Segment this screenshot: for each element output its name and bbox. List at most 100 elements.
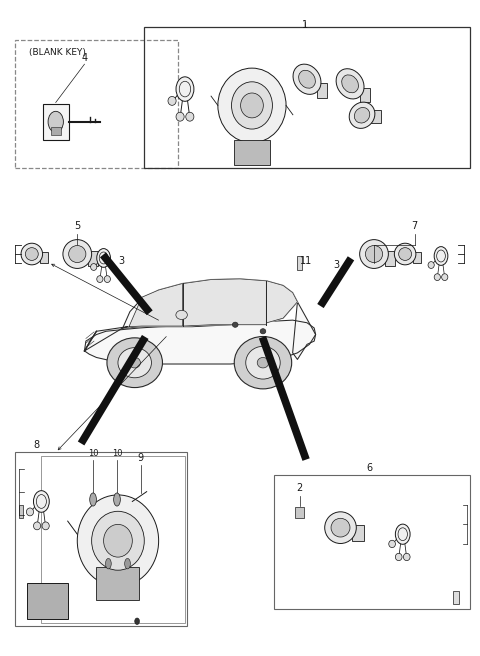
Bar xyxy=(298,256,302,270)
Bar xyxy=(453,591,459,604)
Ellipse shape xyxy=(434,247,448,266)
Text: 9: 9 xyxy=(138,453,144,463)
Ellipse shape xyxy=(299,70,315,88)
Ellipse shape xyxy=(135,618,140,625)
Ellipse shape xyxy=(403,553,410,561)
Bar xyxy=(384,251,395,266)
Bar xyxy=(317,83,327,98)
Ellipse shape xyxy=(231,82,273,129)
Ellipse shape xyxy=(92,511,144,570)
Bar xyxy=(413,252,421,263)
Ellipse shape xyxy=(25,248,38,260)
Bar xyxy=(19,504,23,518)
Ellipse shape xyxy=(26,508,34,516)
Bar xyxy=(295,507,304,518)
Ellipse shape xyxy=(342,75,359,92)
Ellipse shape xyxy=(48,112,63,133)
Polygon shape xyxy=(293,302,316,359)
Ellipse shape xyxy=(395,243,416,265)
Ellipse shape xyxy=(399,248,411,260)
Ellipse shape xyxy=(354,108,370,123)
Ellipse shape xyxy=(260,329,266,334)
Bar xyxy=(372,110,381,123)
Text: 8: 8 xyxy=(34,440,40,450)
Text: 10: 10 xyxy=(88,449,98,458)
Bar xyxy=(274,476,470,609)
Ellipse shape xyxy=(240,93,264,118)
Polygon shape xyxy=(123,279,298,328)
Ellipse shape xyxy=(365,245,383,262)
Ellipse shape xyxy=(176,310,187,319)
Ellipse shape xyxy=(232,322,238,327)
Ellipse shape xyxy=(360,239,388,268)
Polygon shape xyxy=(129,283,182,327)
Bar xyxy=(51,127,60,135)
Ellipse shape xyxy=(396,553,402,561)
Bar xyxy=(360,88,370,102)
Text: 4: 4 xyxy=(82,53,87,63)
Ellipse shape xyxy=(434,274,441,281)
Bar xyxy=(144,27,470,168)
Bar xyxy=(352,525,364,541)
Ellipse shape xyxy=(104,276,110,283)
Ellipse shape xyxy=(90,493,96,506)
Bar xyxy=(27,583,68,619)
Ellipse shape xyxy=(349,102,375,129)
Bar xyxy=(96,567,140,600)
Ellipse shape xyxy=(69,245,86,262)
Ellipse shape xyxy=(396,524,410,544)
Bar xyxy=(41,456,185,623)
Ellipse shape xyxy=(336,69,364,99)
Ellipse shape xyxy=(77,495,158,586)
Polygon shape xyxy=(84,327,128,351)
Ellipse shape xyxy=(42,522,49,530)
Ellipse shape xyxy=(97,249,110,267)
Bar xyxy=(88,251,98,266)
Polygon shape xyxy=(84,320,316,364)
Text: 7: 7 xyxy=(411,221,418,231)
Text: (BLANK KEY): (BLANK KEY) xyxy=(29,48,86,57)
Text: 6: 6 xyxy=(366,463,372,474)
Ellipse shape xyxy=(91,264,97,270)
Ellipse shape xyxy=(114,493,120,506)
Ellipse shape xyxy=(442,274,448,281)
Bar xyxy=(15,453,187,626)
Ellipse shape xyxy=(176,77,194,101)
Polygon shape xyxy=(267,281,298,323)
Text: 11: 11 xyxy=(300,256,312,266)
Ellipse shape xyxy=(186,112,194,121)
Polygon shape xyxy=(183,279,266,326)
Ellipse shape xyxy=(218,68,286,143)
Ellipse shape xyxy=(324,512,356,544)
Ellipse shape xyxy=(125,558,131,569)
Text: 10: 10 xyxy=(112,449,122,458)
Bar xyxy=(43,104,69,140)
Ellipse shape xyxy=(34,522,41,530)
Ellipse shape xyxy=(389,541,396,548)
Ellipse shape xyxy=(63,239,92,268)
Ellipse shape xyxy=(107,338,162,388)
Ellipse shape xyxy=(104,524,132,557)
Ellipse shape xyxy=(97,276,103,283)
Ellipse shape xyxy=(34,491,49,512)
Ellipse shape xyxy=(129,358,141,368)
Bar xyxy=(15,40,178,168)
Ellipse shape xyxy=(246,346,280,379)
Ellipse shape xyxy=(331,518,350,537)
Ellipse shape xyxy=(21,243,43,265)
Text: 3: 3 xyxy=(118,256,124,266)
Ellipse shape xyxy=(118,348,152,378)
Bar xyxy=(40,252,48,263)
Text: 1: 1 xyxy=(301,20,308,30)
Ellipse shape xyxy=(293,64,321,94)
Ellipse shape xyxy=(428,262,434,268)
Ellipse shape xyxy=(257,358,269,368)
Ellipse shape xyxy=(106,558,111,569)
Bar xyxy=(234,140,270,165)
Text: 3: 3 xyxy=(333,260,339,270)
Ellipse shape xyxy=(176,112,184,121)
Ellipse shape xyxy=(234,337,292,389)
Ellipse shape xyxy=(168,96,176,106)
Text: 2: 2 xyxy=(297,483,303,493)
Text: 5: 5 xyxy=(74,221,80,231)
